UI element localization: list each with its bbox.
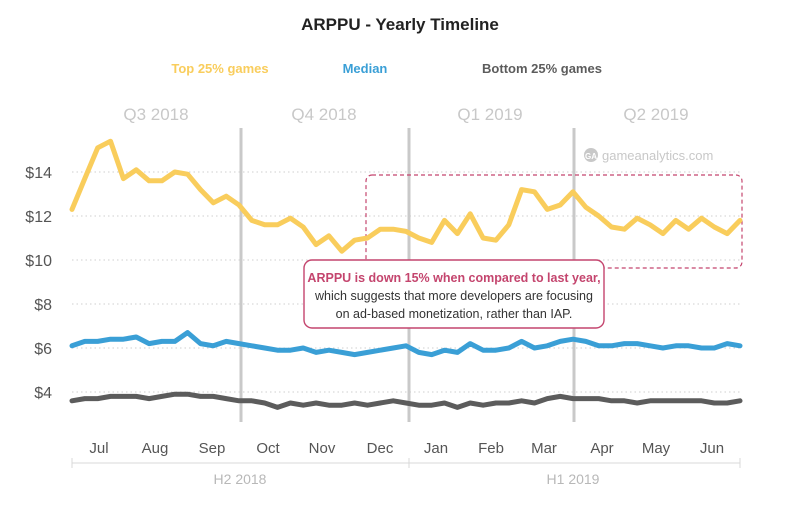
quarter-label-3: Q2 2019 bbox=[623, 105, 688, 124]
month-label: May bbox=[642, 440, 671, 457]
half-year-axis: H2 2018 H1 2019 bbox=[71, 458, 741, 487]
month-label: Jun bbox=[700, 440, 724, 457]
half-label-0: H2 2018 bbox=[214, 471, 267, 487]
annotation-line-1: which suggests that more developers are … bbox=[314, 289, 593, 303]
legend-item-2: Bottom 25% games bbox=[482, 61, 602, 76]
month-label: Apr bbox=[590, 440, 613, 457]
legend-item-1: Median bbox=[343, 61, 388, 76]
legend-item-0: Top 25% games bbox=[171, 61, 268, 76]
y-tick-label: $12 bbox=[25, 209, 52, 226]
month-label: Oct bbox=[256, 440, 280, 457]
month-labels: Jul Aug Sep Oct Nov Dec Jan Feb Mar Apr May Jun bbox=[89, 440, 724, 457]
half-label-1: H1 2019 bbox=[547, 471, 600, 487]
legend: Top 25% games Median Bottom 25% games bbox=[171, 61, 602, 76]
annotation-line-2: on ad-based monetization, rather than IA… bbox=[336, 307, 573, 321]
watermark: GA gameanalytics.com bbox=[584, 148, 713, 163]
annotation-box bbox=[303, 259, 605, 329]
month-label: Feb bbox=[478, 440, 504, 457]
month-label: Aug bbox=[142, 440, 169, 457]
month-label: Nov bbox=[309, 440, 336, 457]
series-line-0 bbox=[69, 138, 743, 254]
chart-title: ARPPU - Yearly Timeline bbox=[301, 15, 499, 34]
annotation: ARPPU is down 15% when compared to last … bbox=[303, 259, 605, 329]
quarter-labels: Q3 2018 Q4 2018 Q1 2019 Q2 2019 bbox=[123, 105, 688, 124]
y-tick-label: $10 bbox=[25, 253, 52, 270]
quarter-label-2: Q1 2019 bbox=[457, 105, 522, 124]
y-tick-label: $14 bbox=[25, 165, 52, 182]
month-label: Dec bbox=[367, 440, 394, 457]
y-tick-label: $8 bbox=[34, 297, 52, 314]
series-lines bbox=[69, 138, 743, 410]
watermark-text: gameanalytics.com bbox=[602, 148, 713, 163]
annotation-highlight-box bbox=[365, 174, 743, 269]
y-axis-ticks: $4 $6 $8 $10 $12 $14 bbox=[25, 165, 52, 402]
series-line-2 bbox=[69, 391, 743, 410]
logo-glyph: GA bbox=[585, 152, 597, 161]
quarter-label-1: Q4 2018 bbox=[291, 105, 356, 124]
month-label: Mar bbox=[531, 440, 557, 457]
gameanalytics-logo-icon bbox=[584, 148, 598, 162]
series-line-1 bbox=[69, 330, 743, 358]
month-label: Jul bbox=[89, 440, 108, 457]
y-tick-label: $4 bbox=[34, 385, 52, 402]
quarter-label-0: Q3 2018 bbox=[123, 105, 188, 124]
annotation-highlight: ARPPU is down 15% when compared to last … bbox=[307, 271, 600, 285]
month-label: Jan bbox=[424, 440, 448, 457]
month-label: Sep bbox=[199, 440, 226, 457]
y-tick-label: $6 bbox=[34, 341, 52, 358]
